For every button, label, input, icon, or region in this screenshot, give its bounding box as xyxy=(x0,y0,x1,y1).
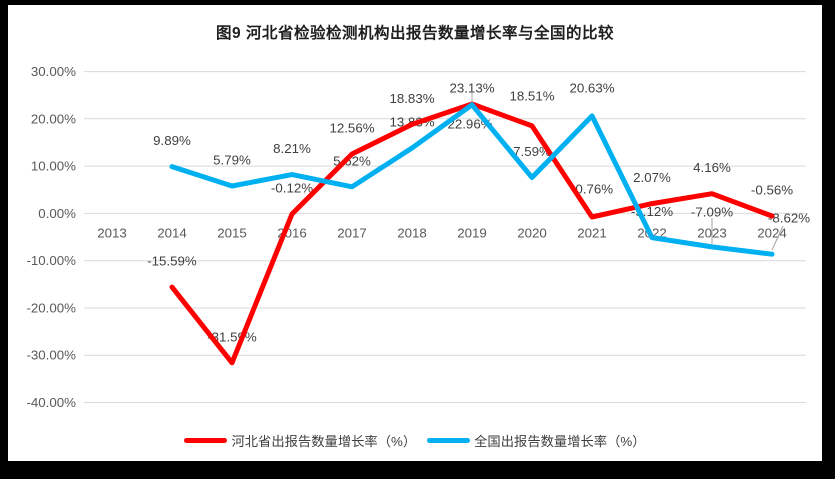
x-axis-year-label: 2014 xyxy=(157,226,187,241)
x-axis-year-label: 2015 xyxy=(217,226,247,241)
data-label: -0.76% xyxy=(571,182,613,197)
data-label: 7.59% xyxy=(513,144,551,159)
data-label: 8.21% xyxy=(273,141,311,156)
series-line-national xyxy=(169,102,775,257)
y-axis-tick-label: -40.00% xyxy=(26,395,76,410)
data-label: 5.79% xyxy=(213,153,251,168)
chart-title: 图9 河北省检验检测机构出报告数量增长率与全国的比较 xyxy=(216,25,614,42)
x-axis-year-label: 2019 xyxy=(457,226,487,241)
label-leader-line xyxy=(771,225,784,251)
y-axis-tick-label: 10.00% xyxy=(31,159,76,174)
window-border-left xyxy=(0,0,8,479)
y-axis-tick-label: 0.00% xyxy=(38,206,76,221)
x-axis-year-label: 2017 xyxy=(337,226,367,241)
data-label: 18.83% xyxy=(389,91,434,106)
data-label: -0.56% xyxy=(751,183,793,198)
data-label: 12.56% xyxy=(329,121,374,136)
legend-label-national: 全国出报告数量增长率（%） xyxy=(474,433,646,449)
y-axis-tick-label: 20.00% xyxy=(31,111,76,126)
y-axis-tick-label: -30.00% xyxy=(26,348,76,363)
data-label: 18.51% xyxy=(509,88,554,103)
data-label: 9.89% xyxy=(153,133,191,148)
data-label: -0.12% xyxy=(271,181,313,196)
y-axis-tick-label: -10.00% xyxy=(26,253,76,268)
data-label: 20.63% xyxy=(569,80,614,95)
x-axis-year-label: 2024 xyxy=(757,226,787,241)
y-axis-tick-label: 30.00% xyxy=(31,64,76,79)
data-label: 23.13% xyxy=(449,81,494,96)
window-border-top xyxy=(0,0,835,5)
y-axis-tick-label: -20.00% xyxy=(26,301,76,316)
legend-item-national: 全国出报告数量增长率（%） xyxy=(427,431,646,450)
legend-line-swatch-red xyxy=(184,437,228,443)
x-axis-year-label: 2013 xyxy=(97,226,127,241)
legend-line-swatch-blue xyxy=(427,437,471,443)
data-label: -7.09% xyxy=(691,204,733,219)
window-border-right xyxy=(822,0,835,479)
data-label: -8.62% xyxy=(768,211,810,226)
data-label: 4.16% xyxy=(693,160,731,175)
legend-item-hebei: 河北省出报告数量增长率（%） xyxy=(184,431,416,450)
window-border-bottom xyxy=(0,461,835,479)
x-axis-year-label: 2018 xyxy=(397,226,427,241)
x-axis-year-label: 2020 xyxy=(517,226,547,241)
chart-legend: 河北省出报告数量增长率（%） 全国出报告数量增长率（%） xyxy=(8,430,822,450)
x-axis-year-label: 2021 xyxy=(577,226,607,241)
legend-label-hebei: 河北省出报告数量增长率（%） xyxy=(231,433,417,449)
data-label: 2.07% xyxy=(633,170,671,185)
data-label: -15.59% xyxy=(147,254,197,269)
